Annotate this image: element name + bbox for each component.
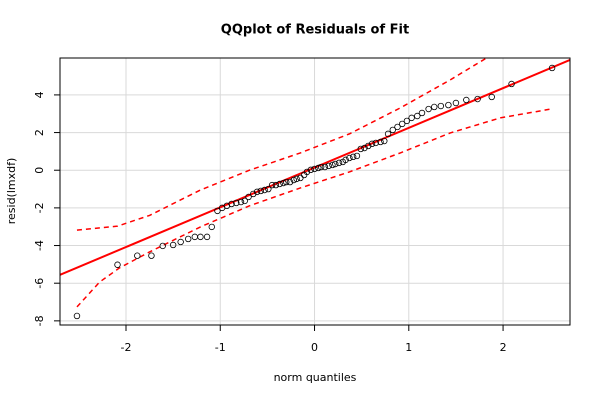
confidence-band (76, 58, 488, 231)
point (353, 152, 361, 160)
point (445, 101, 452, 109)
point (431, 103, 438, 111)
point (203, 233, 211, 241)
grid (60, 58, 570, 325)
point (463, 96, 470, 104)
point (257, 187, 264, 195)
point (169, 241, 177, 249)
point (418, 109, 426, 117)
point (276, 180, 283, 188)
point (408, 114, 415, 122)
point (297, 174, 304, 182)
point (389, 126, 396, 134)
point (283, 178, 290, 186)
point (368, 140, 376, 148)
point (237, 198, 245, 206)
x-tick-label: 2 (500, 341, 507, 354)
point (394, 123, 401, 131)
y-tick-label: 2 (33, 129, 46, 136)
point (488, 93, 495, 101)
point (403, 117, 411, 125)
point (73, 312, 81, 320)
point (335, 159, 343, 167)
point (452, 99, 460, 107)
point (293, 175, 300, 183)
x-tick-label: 0 (311, 341, 318, 354)
point (253, 188, 261, 196)
point (361, 144, 368, 152)
point (148, 252, 155, 259)
point (159, 242, 166, 250)
point (185, 235, 192, 243)
point (349, 153, 357, 161)
point (245, 193, 252, 201)
point (346, 154, 353, 162)
point (325, 162, 332, 170)
point (329, 161, 336, 169)
chart-title: QQplot of Residuals of Fit (221, 23, 409, 38)
point (384, 130, 392, 138)
point (265, 185, 272, 193)
y-tick-label: -8 (33, 315, 46, 326)
point (114, 261, 121, 268)
point (233, 199, 240, 207)
point (317, 163, 325, 171)
point (474, 95, 481, 103)
y-tick-label: -2 (33, 202, 46, 213)
point (272, 181, 280, 189)
point (311, 165, 318, 173)
point (241, 197, 248, 205)
y-tick-label: -4 (33, 240, 46, 251)
x-tick-label: -2 (121, 341, 132, 354)
point (261, 186, 268, 194)
point (332, 160, 339, 168)
point (134, 252, 141, 259)
point (414, 112, 421, 120)
x-axis-label: norm quantiles (274, 371, 357, 384)
point (508, 80, 515, 88)
x-tick-label: -1 (215, 341, 226, 354)
confidence-band (76, 108, 553, 308)
point (357, 145, 364, 153)
point (268, 181, 276, 189)
reference-line (60, 58, 570, 276)
y-tick-label: -6 (33, 278, 46, 289)
point (548, 64, 556, 72)
point (290, 176, 297, 184)
point (303, 168, 311, 176)
point (342, 156, 349, 164)
point (191, 233, 199, 241)
point (214, 207, 221, 215)
point (315, 164, 322, 172)
point (197, 233, 204, 241)
point (228, 200, 235, 208)
point (365, 142, 372, 150)
plot-area (60, 58, 570, 320)
point (208, 223, 215, 231)
point (398, 120, 406, 128)
point (286, 178, 294, 186)
point (437, 102, 445, 110)
y-tick-label: 4 (33, 91, 46, 98)
point (177, 238, 184, 246)
x-tick-label: 1 (405, 341, 412, 354)
point (321, 163, 329, 171)
point (425, 105, 432, 113)
point (250, 190, 257, 198)
point (381, 137, 388, 145)
y-tick-label: 0 (33, 167, 46, 174)
point (280, 179, 287, 187)
point (377, 138, 384, 146)
y-axis-label: resid(lmxdf) (5, 158, 18, 225)
point (307, 166, 314, 174)
point (372, 139, 380, 147)
